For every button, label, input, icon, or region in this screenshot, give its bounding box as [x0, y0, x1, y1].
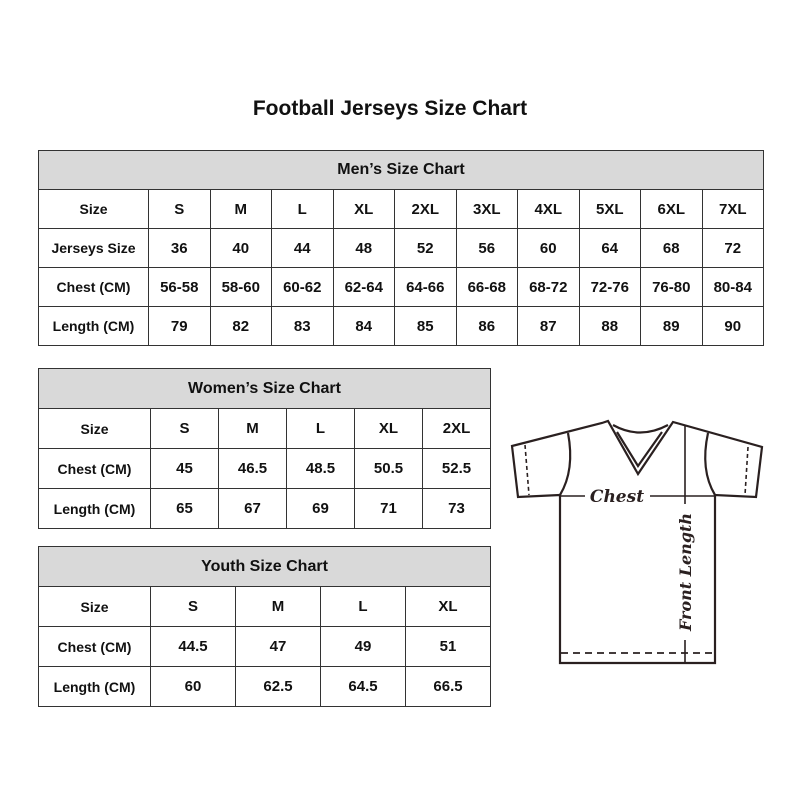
table-cell: 48.5 [286, 448, 355, 489]
table-cell: 86 [455, 306, 518, 346]
table-cell: 45 [150, 448, 219, 489]
row-label: Jerseys Size [38, 228, 149, 268]
row-label: Size [38, 586, 151, 627]
table-cell: 66-68 [455, 267, 518, 307]
table-cell: S [150, 586, 236, 627]
table-title: Women’s Size Chart [38, 368, 491, 409]
row-label: Length (CM) [38, 488, 151, 529]
jersey-outline-icon [510, 419, 764, 665]
chest-label: Chest [590, 487, 644, 507]
table-cell: 68 [640, 228, 703, 268]
table-cell: 68-72 [517, 267, 580, 307]
table-cell: 7XL [701, 189, 764, 229]
table-cell: 64.5 [320, 666, 406, 707]
row-label: Size [38, 408, 151, 449]
mens-size-table: Men’s Size Chart Size S M L XL 2XL 3XL 4XL 5XL 6XL… [38, 150, 764, 346]
womens-size-table: Women’s Size Chart Size S M L XL 2XL Chest (CM)… [38, 368, 491, 529]
row-label: Length (CM) [38, 306, 149, 346]
row-label: Chest (CM) [38, 448, 151, 489]
table-cell: 80-84 [701, 267, 764, 307]
table-cell: 6XL [640, 189, 703, 229]
table-title: Youth Size Chart [38, 546, 491, 587]
table-cell: 66.5 [405, 666, 491, 707]
table-cell: 88 [578, 306, 641, 346]
table-cell: 48 [332, 228, 395, 268]
table-cell: 87 [517, 306, 580, 346]
table-cell: 5XL [578, 189, 641, 229]
table-cell: 79 [148, 306, 211, 346]
table-row: Chest (CM) 44.5 47 49 51 [38, 626, 491, 667]
table-row: Jerseys Size 36 40 44 48 52 56 60 64 68 72 [38, 228, 764, 268]
table-title: Men’s Size Chart [38, 150, 764, 190]
front-length-label: Front Length [676, 513, 695, 632]
table-cell: M [235, 586, 321, 627]
table-cell: 60 [517, 228, 580, 268]
table-cell: 69 [286, 488, 355, 529]
table-cell: 50.5 [354, 448, 423, 489]
table-row: Chest (CM) 45 46.5 48.5 50.5 52.5 [38, 448, 491, 489]
table-cell: XL [405, 586, 491, 627]
youth-size-table: Youth Size Chart Size S M L XL Chest (CM) 44.5 4… [38, 546, 491, 707]
table-cell: 82 [209, 306, 272, 346]
table-cell: 85 [394, 306, 457, 346]
table-cell: 67 [218, 488, 287, 529]
table-cell: L [320, 586, 406, 627]
table-cell: 84 [332, 306, 395, 346]
table-cell: 44 [271, 228, 334, 268]
table-cell: 73 [422, 488, 491, 529]
table-row: Size S M L XL [38, 586, 491, 627]
table-row: Size S M L XL 2XL 3XL 4XL 5XL 6XL 7XL [38, 189, 764, 229]
page-title: Football Jerseys Size Chart [252, 97, 528, 120]
table-cell: 56-58 [148, 267, 211, 307]
table-cell: XL [354, 408, 423, 449]
table-row: Size S M L XL 2XL [38, 408, 491, 449]
table-cell: 65 [150, 488, 219, 529]
table-cell: L [286, 408, 355, 449]
table-cell: 52.5 [422, 448, 491, 489]
table-cell: 36 [148, 228, 211, 268]
table-cell: XL [332, 189, 395, 229]
table-cell: 60 [150, 666, 236, 707]
table-cell: 60-62 [271, 267, 334, 307]
table-cell: 44.5 [150, 626, 236, 667]
table-cell: 49 [320, 626, 406, 667]
row-label: Chest (CM) [38, 626, 151, 667]
table-cell: 71 [354, 488, 423, 529]
table-row: Length (CM) 79 82 83 84 85 86 87 88 89 90 [38, 306, 764, 346]
table-row: Length (CM) 60 62.5 64.5 66.5 [38, 666, 491, 707]
table-cell: 62.5 [235, 666, 321, 707]
table-cell: 76-80 [640, 267, 703, 307]
table-row: Length (CM) 65 67 69 71 73 [38, 488, 491, 529]
table-cell: 51 [405, 626, 491, 667]
table-cell: 40 [209, 228, 272, 268]
table-cell: M [218, 408, 287, 449]
table-cell: 62-64 [332, 267, 395, 307]
table-cell: 90 [701, 306, 764, 346]
row-label: Size [38, 189, 149, 229]
table-cell: 47 [235, 626, 321, 667]
table-cell: 2XL [422, 408, 491, 449]
table-cell: L [271, 189, 334, 229]
table-cell: 72-76 [578, 267, 641, 307]
